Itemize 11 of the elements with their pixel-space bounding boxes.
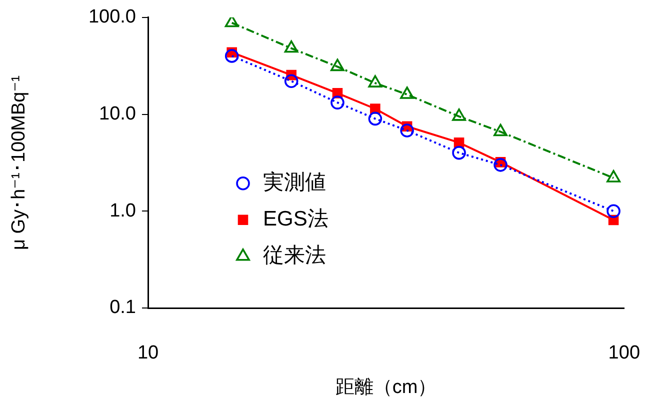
x-tick-label: 10 [137, 342, 159, 364]
y-axis-title: μ Gy･h⁻¹･100MBq⁻¹ [8, 75, 30, 250]
y-tick-label: 1.0 [110, 200, 136, 222]
legend-label: EGS法 [263, 208, 328, 231]
legend-label: 実測値 [263, 171, 326, 194]
x-axis-title: 距離（cm） [335, 376, 437, 398]
legend-label: 従来法 [263, 244, 326, 268]
y-tick-label: 0.1 [110, 297, 136, 318]
x-tick-label: 100 [608, 342, 640, 364]
y-tick-label: 10.0 [99, 104, 136, 124]
y-tick-label: 100.0 [88, 6, 136, 28]
